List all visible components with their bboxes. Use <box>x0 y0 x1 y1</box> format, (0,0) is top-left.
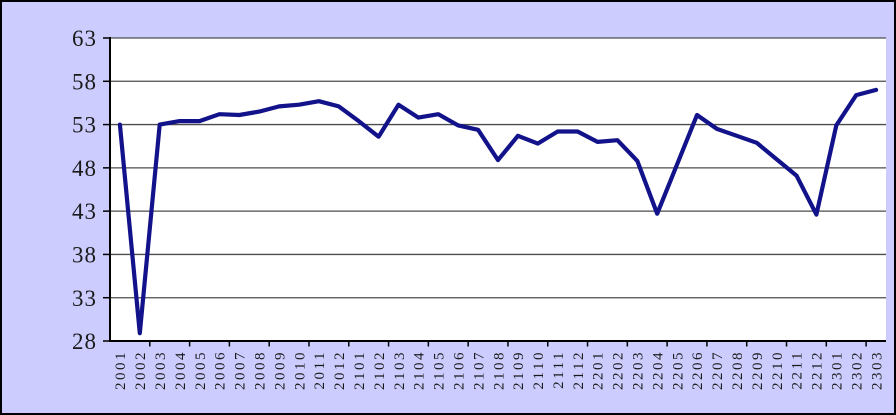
y-tick-label: 28 <box>72 329 97 354</box>
x-tick-label: 2110 <box>531 350 547 389</box>
y-tick-label: 33 <box>72 286 97 311</box>
x-tick-label: 2207 <box>710 350 726 390</box>
x-tick-label: 2109 <box>511 350 527 390</box>
x-tick-label: 2009 <box>272 350 288 390</box>
x-tick-label: 2201 <box>591 350 607 390</box>
x-tick-label: 2003 <box>153 350 169 390</box>
x-tick-label: 2010 <box>292 350 308 390</box>
x-tick-label: 2208 <box>730 350 746 390</box>
x-tick-label: 2001 <box>113 350 129 390</box>
plot-area <box>110 38 886 341</box>
x-tick-label: 2301 <box>830 350 846 390</box>
x-tick-label: 2206 <box>690 350 706 390</box>
y-tick-label: 58 <box>72 69 97 94</box>
x-tick-label: 2112 <box>571 350 587 389</box>
x-tick-label: 2204 <box>650 350 666 390</box>
x-tick-label: 2006 <box>213 350 229 390</box>
x-tick-label: 2302 <box>849 350 865 390</box>
x-tick-label: 2004 <box>173 350 189 390</box>
x-tick-label: 2002 <box>133 350 149 390</box>
x-tick-label: 2111 <box>551 350 567 389</box>
x-tick-label: 2101 <box>352 350 368 390</box>
x-tick-label: 2203 <box>631 350 647 390</box>
y-tick-label: 43 <box>72 199 97 224</box>
x-tick-label: 2005 <box>193 350 209 390</box>
x-tick-label: 2011 <box>312 350 328 389</box>
y-tick-label: 53 <box>72 113 97 138</box>
x-tick-label: 2212 <box>810 350 826 390</box>
x-tick-label: 2012 <box>332 350 348 390</box>
x-tick-label: 2209 <box>750 350 766 390</box>
y-tick-label: 48 <box>72 156 97 181</box>
data-line <box>117 87 879 336</box>
x-tick-label: 2103 <box>392 350 408 390</box>
x-tick-label: 2008 <box>252 350 268 390</box>
y-tick-label: 63 <box>72 26 97 51</box>
x-tick-label: 2102 <box>372 350 388 390</box>
x-tick-label: 2107 <box>471 350 487 390</box>
x-tick-label: 2106 <box>451 350 467 390</box>
x-tick-label: 2202 <box>611 350 627 390</box>
x-tick-label: 2210 <box>770 350 786 390</box>
x-tick-label: 2303 <box>869 350 885 390</box>
y-tick-label: 38 <box>72 242 97 267</box>
x-tick-label: 2007 <box>233 350 249 390</box>
x-tick-label: 2104 <box>412 350 428 390</box>
x-tick-label: 2108 <box>491 350 507 390</box>
x-tick-label: 2205 <box>670 350 686 390</box>
x-tick-label: 2211 <box>790 350 806 389</box>
x-tick-label: 2105 <box>432 350 448 390</box>
